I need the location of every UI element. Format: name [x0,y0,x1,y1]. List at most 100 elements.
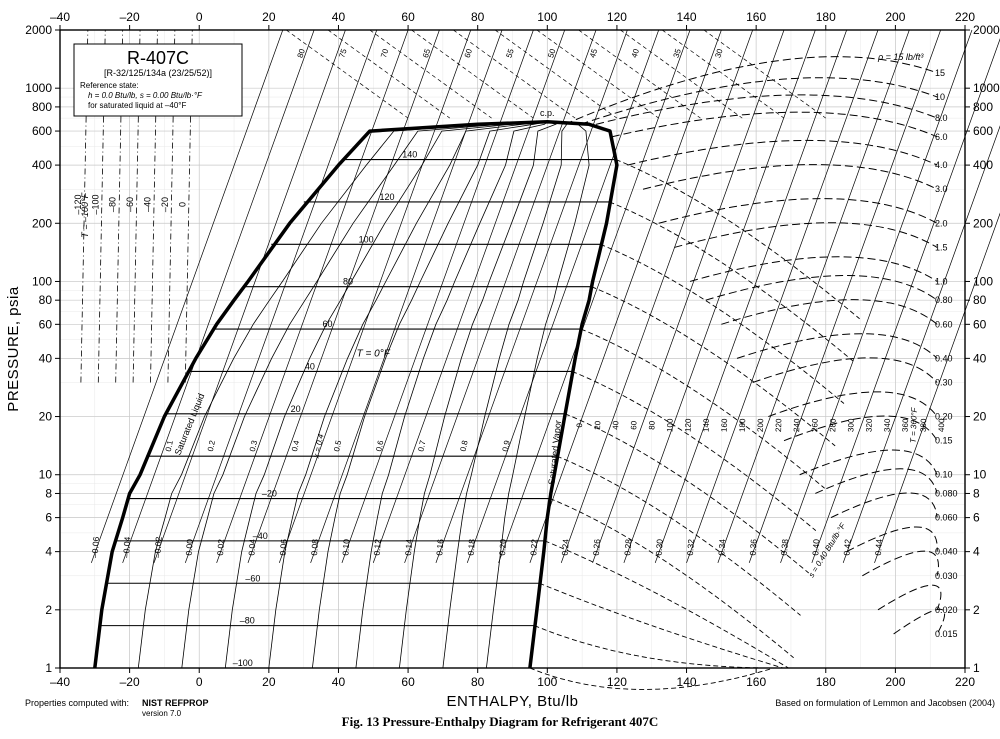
svg-text:400: 400 [32,158,52,172]
svg-text:20: 20 [291,404,301,414]
svg-text:2: 2 [973,603,980,617]
svg-text:100: 100 [537,10,557,24]
svg-text:0.22: 0.22 [528,538,539,555]
svg-text:–20: –20 [160,197,170,212]
svg-text:6: 6 [45,511,52,525]
svg-text:20: 20 [593,420,602,430]
svg-text:60: 60 [401,10,415,24]
svg-text:–20: –20 [120,675,140,689]
svg-text:120: 120 [607,10,627,24]
svg-text:200: 200 [885,10,905,24]
svg-text:–40: –40 [143,197,153,212]
svg-text:200: 200 [885,675,905,689]
svg-text:160: 160 [746,675,766,689]
svg-text:–40: –40 [50,10,70,24]
svg-text:40: 40 [611,420,620,430]
svg-text:0.02: 0.02 [215,538,226,555]
svg-text:300: 300 [846,418,855,432]
svg-text:0.060: 0.060 [935,513,958,523]
svg-text:40: 40 [332,10,346,24]
svg-text:0.04: 0.04 [246,538,257,555]
svg-text:–100: –100 [233,658,253,668]
svg-text:180: 180 [816,675,836,689]
svg-text:–40: –40 [50,675,70,689]
svg-text:T = 360°F: T = 360°F [909,406,919,443]
svg-text:80: 80 [471,10,485,24]
svg-text:version 7.0: version 7.0 [142,709,182,718]
svg-text:60: 60 [973,317,987,331]
svg-text:40: 40 [39,351,53,365]
svg-text:380: 380 [919,418,928,432]
svg-text:600: 600 [973,124,993,138]
svg-text:120: 120 [683,418,692,432]
svg-text:0.28: 0.28 [622,538,633,555]
svg-text:140: 140 [677,675,697,689]
svg-text:0: 0 [177,202,187,207]
svg-text:1: 1 [973,661,980,675]
svg-text:0.44: 0.44 [873,538,884,555]
svg-text:4: 4 [45,545,52,559]
svg-text:0.42: 0.42 [842,538,853,555]
svg-text:–0.04: –0.04 [121,536,132,558]
svg-text:40: 40 [973,351,987,365]
svg-text:[R-32/125/134a (23/25/52)]: [R-32/125/134a (23/25/52)] [104,68,212,78]
svg-text:200: 200 [32,216,52,230]
svg-text:0.36: 0.36 [748,538,759,555]
svg-text:400: 400 [937,418,946,432]
svg-text:200: 200 [973,216,993,230]
svg-text:120: 120 [607,675,627,689]
svg-text:0.080: 0.080 [935,488,958,498]
svg-text:120: 120 [380,192,395,202]
svg-text:Fig. 13 Pressure-Enthalpy Di: Fig. 13 Pressure-Enthalpy Diagram for Re… [342,714,659,729]
svg-text:260: 260 [810,418,819,432]
svg-text:160: 160 [720,418,729,432]
chart-svg: 15108.06.04.03.02.01.51.00.800.600.400.3… [0,0,1000,739]
svg-text:0: 0 [196,675,203,689]
svg-text:Properties computed with:: Properties computed with: [25,698,129,708]
svg-text:200: 200 [756,418,765,432]
svg-text:0.30: 0.30 [654,538,665,555]
svg-text:6: 6 [973,511,980,525]
svg-text:0.18: 0.18 [466,538,477,555]
svg-text:80: 80 [471,675,485,689]
svg-text:20: 20 [39,410,53,424]
svg-text:0.10: 0.10 [340,538,351,555]
svg-text:100: 100 [359,234,374,244]
svg-text:0.32: 0.32 [685,538,696,555]
svg-text:ENTHALPY, Btu/lb: ENTHALPY, Btu/lb [447,693,579,710]
svg-text:100: 100 [32,274,52,288]
svg-text:NIST REFPROP: NIST REFPROP [142,698,209,708]
svg-text:–80: –80 [108,197,118,212]
svg-text:60: 60 [322,319,332,329]
svg-text:220: 220 [955,675,975,689]
svg-text:4: 4 [973,545,980,559]
ph-diagram-r407c: 15108.06.04.03.02.01.51.00.800.600.400.3… [0,0,1000,739]
svg-text:PRESSURE, psia: PRESSURE, psia [5,286,22,412]
svg-text:400: 400 [973,158,993,172]
svg-text:0.10: 0.10 [935,470,953,480]
svg-text:80: 80 [39,293,53,307]
svg-text:0.16: 0.16 [434,538,445,555]
svg-text:80: 80 [647,420,656,430]
svg-text:0.20: 0.20 [497,538,508,555]
svg-text:0.015: 0.015 [935,629,958,639]
svg-text:1: 1 [45,661,52,675]
svg-text:0.15: 0.15 [935,436,953,446]
svg-text:1.5: 1.5 [935,242,948,252]
svg-text:c.p.: c.p. [540,108,555,118]
svg-text:10: 10 [39,468,53,482]
svg-text:140: 140 [402,150,417,160]
svg-text:0.06: 0.06 [278,538,289,555]
svg-text:60: 60 [401,675,415,689]
svg-text:–60: –60 [125,197,135,212]
svg-text:T = –100°F: T = –100°F [80,192,90,237]
svg-text:10: 10 [973,468,987,482]
svg-text:800: 800 [973,100,993,114]
svg-text:0: 0 [196,10,203,24]
svg-text:0.26: 0.26 [591,538,602,555]
svg-text:0.34: 0.34 [716,538,727,555]
svg-text:160: 160 [746,10,766,24]
svg-text:20: 20 [973,410,987,424]
svg-text:100: 100 [537,675,557,689]
svg-text:R-407C: R-407C [127,48,189,68]
